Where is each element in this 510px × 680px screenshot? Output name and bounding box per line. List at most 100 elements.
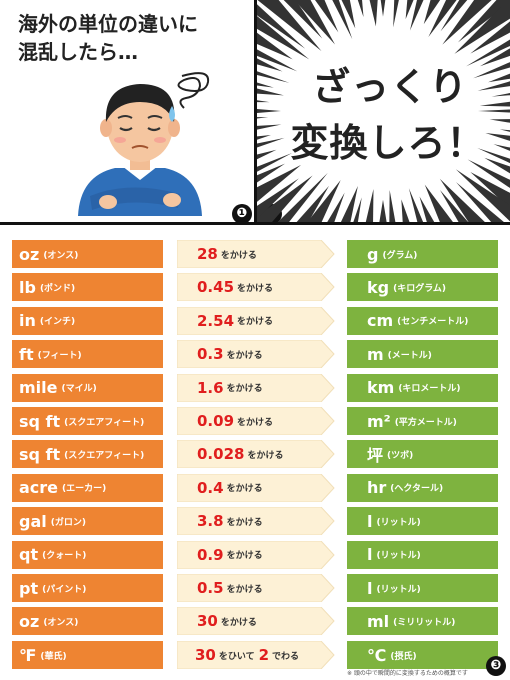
target-unit-name: (ヘクタール) (390, 484, 444, 495)
target-unit: l (367, 511, 373, 531)
target-unit-cell: hr (ヘクタール) (347, 473, 498, 502)
source-unit-cell: sq ft (スクエアフィート) (12, 440, 163, 469)
factor-operation: をかける (226, 484, 263, 495)
factor-operation: をかける (226, 384, 263, 395)
target-unit-name: (摂氏) (390, 651, 417, 662)
conversion-row: pt (パイント) 0.5 をかける l (リットル) (0, 574, 510, 602)
factor-operation: をかける (237, 417, 274, 428)
arrow-shape (177, 574, 335, 602)
speed-line (477, 81, 510, 91)
source-unit-cell: acre (エーカー) (12, 473, 163, 502)
target-unit-cell: l (リットル) (347, 574, 498, 602)
speed-line (479, 48, 510, 67)
factor-operation: をかける (220, 250, 257, 261)
conversion-row-temperature: ℉ (華氏) 30 をひいて 2 でわる ℃ (摂氏) (0, 641, 510, 669)
conversion-row: acre (エーカー) 0.4 をかける hr (ヘクタール) (0, 473, 510, 502)
conversion-row: oz (オンス) 30 をかける ml (ミリリットル) (0, 607, 510, 636)
speed-line (257, 100, 270, 103)
target-unit: l (367, 578, 373, 598)
target-unit-cell: l (リットル) (347, 507, 498, 536)
speed-line (456, 182, 504, 222)
arrow-shape (177, 540, 335, 569)
speed-line (257, 164, 302, 202)
speed-line (466, 39, 510, 67)
speed-line (315, 0, 339, 33)
source-unit: oz (19, 244, 40, 264)
arrow-shape (177, 240, 335, 268)
panel2-text-line1: ざっくり (311, 65, 468, 109)
source-unit-cell: oz (オンス) (12, 607, 163, 636)
speed-line (257, 109, 281, 113)
source-unit-cell: oz (オンス) (12, 240, 163, 268)
arrow-shape (177, 273, 335, 302)
source-unit-cell: pt (パイント) (12, 574, 163, 602)
arrow-shape (177, 507, 335, 536)
factor-value: 0.5 (197, 579, 224, 597)
speed-line (257, 16, 310, 60)
target-unit-name: (メートル) (387, 350, 432, 361)
speed-line (332, 0, 353, 40)
factor-operation: をかける (226, 350, 263, 361)
factor-value: 0.9 (197, 545, 224, 564)
factor-operation: をかける (237, 317, 274, 328)
source-unit: sq ft (19, 411, 61, 431)
target-unit-cell: ℃ (摂氏) (347, 641, 498, 669)
factor-operation: をかける (220, 617, 257, 628)
target-unit: hr (367, 478, 387, 498)
arrow-shape (177, 373, 335, 402)
arrow-shape (177, 340, 335, 369)
source-unit: lb (19, 277, 36, 297)
speed-line (257, 135, 271, 140)
source-unit-name: (ポンド) (39, 283, 76, 294)
source-unit-name: (フィート) (37, 350, 82, 361)
factor-operation: をかける (226, 517, 263, 528)
speed-line (357, 0, 364, 18)
factor-arrow-cell: 0.3 をかける (177, 340, 335, 369)
speed-line (257, 32, 293, 60)
source-unit-name: (オンス) (43, 617, 79, 628)
speed-line (458, 0, 510, 43)
conversion-row: qt (クォート) 0.9 をかける l (リットル) (0, 540, 510, 569)
factor-operation: をかける (247, 450, 284, 461)
target-unit-name: (平方メートル) (394, 417, 457, 428)
source-unit-name: (エーカー) (62, 484, 107, 495)
factor-operation: をかける (226, 551, 263, 562)
factor-operation: をかける (226, 584, 263, 595)
speed-line (442, 0, 492, 45)
factor-arrow-cell: 0.5 をかける (177, 574, 335, 602)
speed-line (380, 0, 386, 17)
source-unit-cell: ℉ (華氏) (12, 641, 163, 669)
factor-operation: をひいて (218, 651, 255, 662)
panel3-number: ❸ (486, 656, 506, 676)
footnote: ※ 頭の中で瞬間的に変換するための概算です (347, 670, 468, 677)
source-unit-cell: sq ft (スクエアフィート) (12, 407, 163, 435)
target-unit: g (367, 244, 379, 264)
factor-value: 3.8 (197, 512, 224, 531)
target-unit-name: (リットル) (376, 584, 421, 595)
panel1-number: ❶ (232, 204, 252, 224)
arrow-shape (177, 641, 335, 669)
source-unit-name: (スクエアフィート) (64, 417, 145, 428)
speed-line (365, 189, 374, 222)
speed-lines-burst (257, 0, 510, 222)
speed-line (257, 163, 286, 183)
speed-line (257, 58, 283, 72)
target-unit: ml (367, 611, 390, 631)
speed-line (499, 129, 510, 132)
target-unit-cell: km (キロメートル) (347, 373, 498, 402)
speed-line (257, 149, 277, 160)
target-unit: km (367, 378, 395, 398)
source-unit-cell: qt (クォート) (12, 540, 163, 569)
panel1-title: 海外の単位の違いに 混乱したら… (18, 12, 198, 64)
speed-line (340, 185, 358, 222)
source-unit-name: (インチ) (39, 317, 76, 328)
target-unit-name: (キロメートル) (398, 384, 461, 395)
target-unit-name: (センチメートル) (397, 317, 469, 328)
source-unit: sq ft (19, 444, 61, 464)
speed-line (401, 199, 410, 222)
factor-arrow-cell: 2.54 をかける (177, 306, 335, 335)
speed-line (257, 82, 274, 88)
factor-value: 0.45 (197, 278, 235, 297)
target-unit-cell: kg (キログラム) (347, 273, 498, 302)
source-unit-cell: ft (フィート) (12, 340, 163, 369)
